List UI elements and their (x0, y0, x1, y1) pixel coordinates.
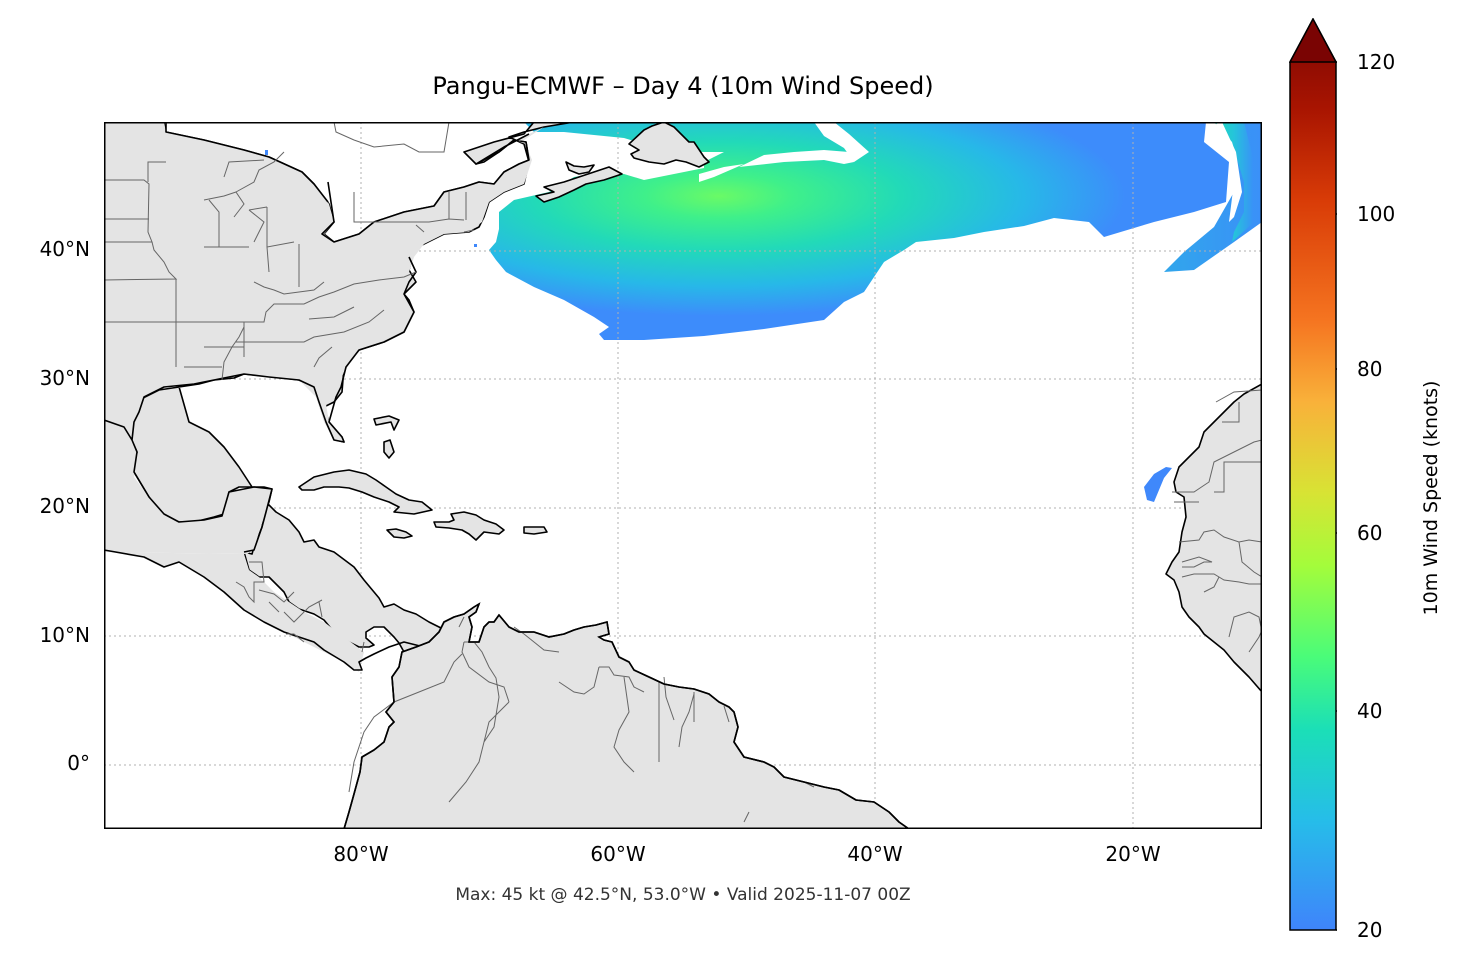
colorbar (1288, 17, 1345, 932)
land-africa (1165, 383, 1262, 693)
land-hispaniola (433, 511, 505, 541)
y-tick-label: 40°N (39, 237, 90, 261)
y-tick-label: 0° (67, 751, 90, 775)
colorbar-label: 10m Wind Speed (knots) (1420, 380, 1442, 616)
colorbar-tick-label: 60 (1357, 521, 1383, 545)
colorbar-tick-label: 120 (1357, 50, 1396, 74)
colorbar-tick-label: 100 (1357, 202, 1396, 226)
x-tick-label: 80°W (333, 842, 389, 866)
y-tick-label: 30°N (39, 366, 90, 390)
y-tick-label: 20°N (39, 494, 90, 518)
political-borders (104, 122, 1262, 823)
land-cuba (298, 469, 433, 515)
wind-speed-field (265, 122, 1262, 502)
x-tick-label: 40°W (847, 842, 903, 866)
x-tick-label: 60°W (590, 842, 646, 866)
land-pei (565, 161, 595, 175)
map-plot-area (104, 122, 1262, 829)
map-border (104, 122, 1262, 829)
chart-title: Pangu-ECMWF – Day 4 (10m Wind Speed) (432, 72, 934, 100)
colorbar-tick-label: 20 (1357, 918, 1383, 942)
x-tick-label: 20°W (1105, 842, 1161, 866)
land-jamaica (386, 528, 413, 539)
colorbar-tick-label: 80 (1357, 357, 1383, 381)
colorbar-tick-label: 40 (1357, 699, 1383, 723)
gridlines (104, 122, 1262, 829)
y-tick-label: 10°N (39, 623, 90, 647)
max-wind-annotation: Max: 45 kt @ 42.5°N, 53.0°W • Valid 2025… (455, 885, 911, 905)
land-puerto-rico (523, 526, 548, 535)
land-nova-scotia (535, 166, 623, 203)
